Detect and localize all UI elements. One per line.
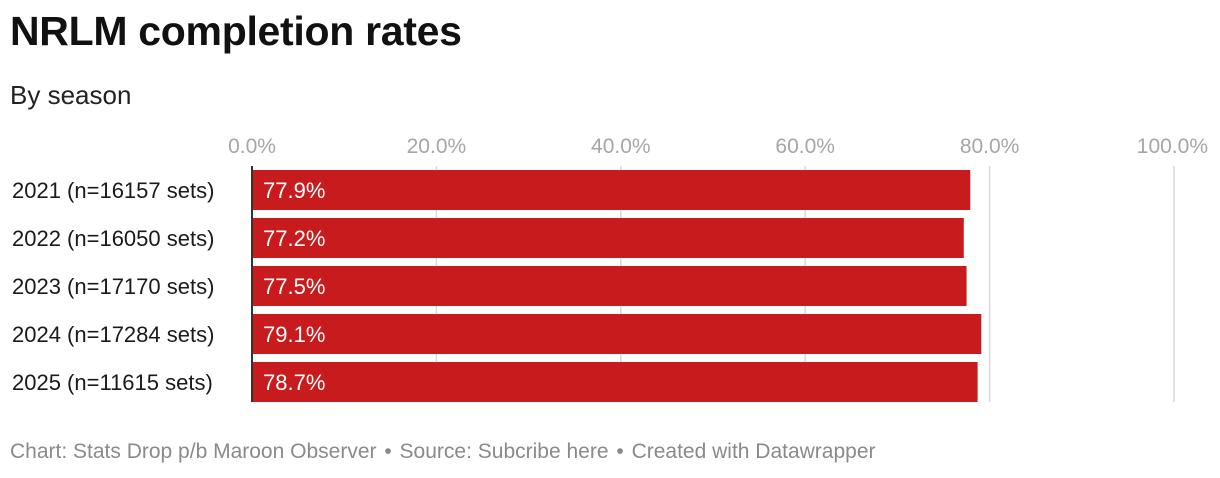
footer-separator: • (616, 440, 624, 463)
bar (252, 170, 971, 210)
category-label: 2024 (n=17284 sets) (12, 322, 214, 347)
x-axis-tick-labels: 0.0% 20.0% 40.0% 60.0% 80.0% 100.0% (228, 135, 1208, 158)
x-tick-label: 100.0% (1137, 135, 1208, 158)
bar (252, 362, 978, 402)
x-tick-label: 80.0% (960, 135, 1020, 158)
bar (252, 218, 964, 258)
chart-footer: Chart: Stats Drop p/b Maroon Observer • … (10, 440, 876, 464)
created-with-text: Created with Datawrapper (631, 440, 876, 463)
chart-title: NRLM completion rates (10, 8, 462, 54)
category-labels: 2021 (n=16157 sets) 2022 (n=16050 sets) 20… (12, 178, 214, 395)
x-tick-label: 20.0% (407, 135, 467, 158)
footer-separator: • (384, 440, 392, 463)
value-labels: 77.9% 77.2% 77.5% 79.1% 78.7% (263, 178, 325, 395)
x-tick-label: 0.0% (228, 135, 276, 158)
category-label: 2023 (n=17170 sets) (12, 274, 214, 299)
chart-subtitle: By season (10, 80, 132, 110)
value-label: 77.9% (263, 178, 325, 203)
value-label: 78.7% (263, 370, 325, 395)
value-label: 79.1% (263, 322, 325, 347)
bars (252, 170, 982, 402)
category-label: 2021 (n=16157 sets) (12, 178, 214, 203)
category-label: 2025 (n=11615 sets) (12, 370, 213, 395)
source-text: Source: Subcribe here (399, 440, 609, 463)
bar (252, 314, 982, 354)
bar (252, 266, 967, 306)
value-label: 77.2% (263, 226, 325, 251)
x-tick-label: 40.0% (591, 135, 651, 158)
chart-credit: Chart: Stats Drop p/b Maroon Observer (10, 440, 377, 463)
bar-chart: 0.0% 20.0% 40.0% 60.0% 80.0% 100.0% 2021 (n=1… (12, 135, 1208, 402)
value-label: 77.5% (263, 274, 325, 299)
category-label: 2022 (n=16050 sets) (12, 226, 214, 251)
x-tick-label: 60.0% (775, 135, 835, 158)
